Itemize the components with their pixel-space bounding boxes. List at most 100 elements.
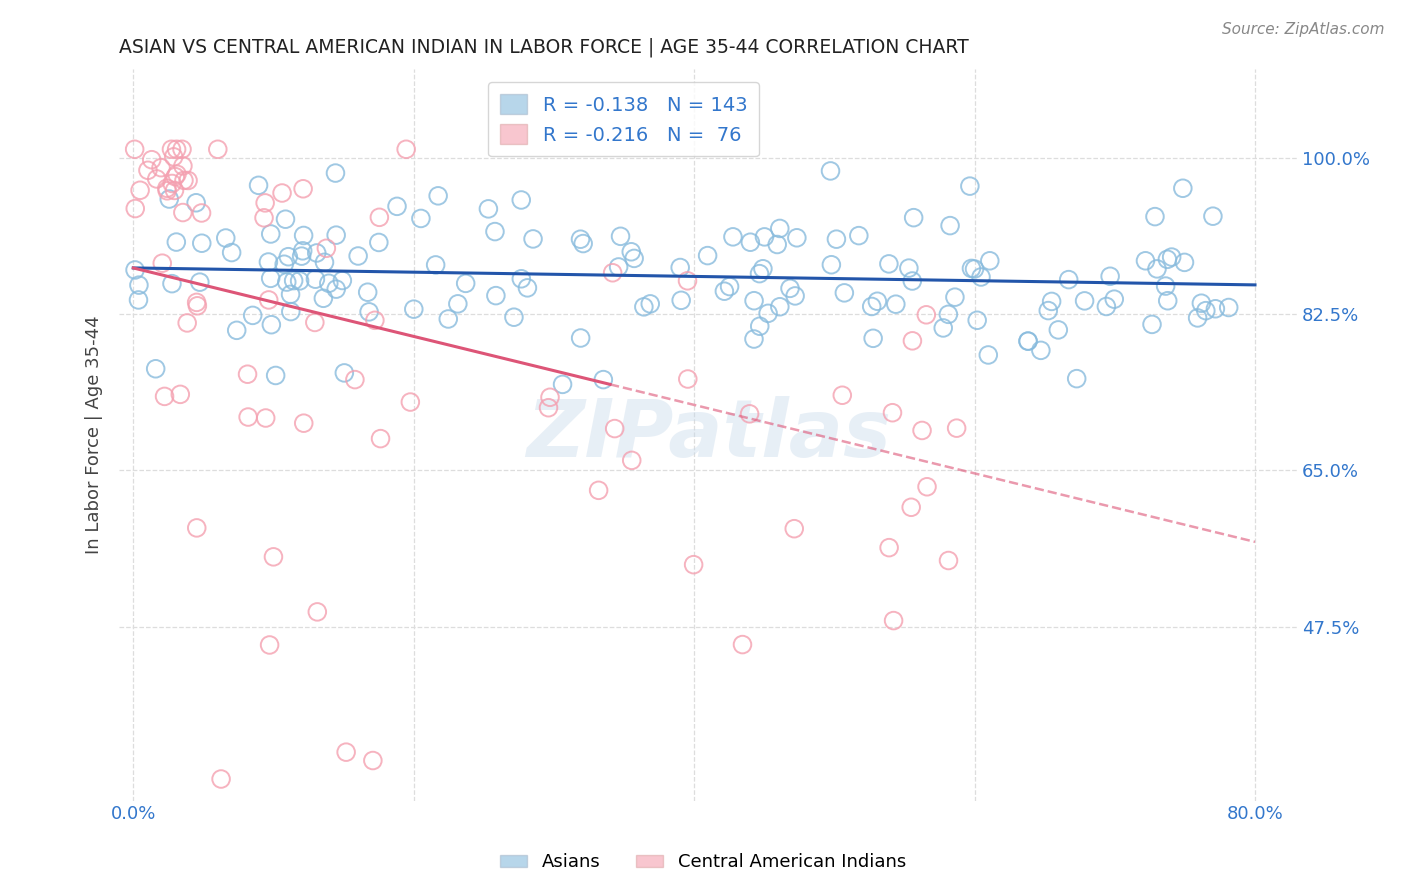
Point bbox=[399, 395, 422, 409]
Point bbox=[742, 332, 765, 346]
Point bbox=[150, 161, 173, 175]
Point bbox=[260, 318, 283, 332]
Point bbox=[262, 549, 284, 564]
Point bbox=[1047, 323, 1070, 337]
Point bbox=[1204, 301, 1226, 316]
Point bbox=[190, 206, 212, 220]
Point bbox=[882, 406, 904, 420]
Point bbox=[292, 416, 315, 430]
Point bbox=[718, 279, 741, 293]
Point bbox=[368, 211, 391, 225]
Point bbox=[153, 389, 176, 403]
Point bbox=[754, 230, 776, 244]
Point bbox=[503, 310, 526, 325]
Point bbox=[156, 184, 179, 198]
Point bbox=[145, 361, 167, 376]
Point bbox=[364, 313, 387, 327]
Point bbox=[883, 614, 905, 628]
Point bbox=[696, 249, 718, 263]
Point bbox=[236, 410, 259, 425]
Point bbox=[253, 211, 276, 225]
Point bbox=[669, 293, 692, 308]
Point bbox=[769, 221, 792, 235]
Point bbox=[938, 553, 960, 567]
Point bbox=[274, 212, 297, 227]
Point bbox=[318, 277, 340, 291]
Point bbox=[623, 252, 645, 266]
Point bbox=[1038, 303, 1060, 318]
Point bbox=[277, 250, 299, 264]
Point bbox=[1135, 253, 1157, 268]
Point bbox=[897, 261, 920, 276]
Point bbox=[592, 373, 614, 387]
Point bbox=[136, 163, 159, 178]
Point bbox=[740, 235, 762, 250]
Point bbox=[427, 189, 450, 203]
Point bbox=[402, 302, 425, 317]
Point bbox=[1157, 293, 1180, 308]
Text: ZIPatlas: ZIPatlas bbox=[526, 396, 890, 474]
Point bbox=[785, 289, 807, 303]
Point bbox=[257, 293, 280, 307]
Point bbox=[848, 228, 870, 243]
Point bbox=[172, 159, 194, 173]
Point bbox=[669, 260, 692, 275]
Point bbox=[172, 205, 194, 219]
Point bbox=[620, 453, 643, 467]
Point bbox=[173, 173, 195, 187]
Point bbox=[884, 297, 907, 311]
Point bbox=[325, 282, 347, 296]
Point bbox=[638, 297, 661, 311]
Point bbox=[169, 387, 191, 401]
Point bbox=[966, 313, 988, 327]
Point bbox=[165, 235, 187, 249]
Point bbox=[911, 424, 934, 438]
Point bbox=[915, 480, 938, 494]
Point bbox=[454, 277, 477, 291]
Point bbox=[721, 230, 744, 244]
Point bbox=[1017, 334, 1039, 348]
Point bbox=[633, 300, 655, 314]
Point bbox=[141, 153, 163, 167]
Point bbox=[292, 228, 315, 243]
Point bbox=[357, 285, 380, 300]
Point bbox=[607, 260, 630, 274]
Point bbox=[820, 258, 842, 272]
Point bbox=[186, 521, 208, 535]
Point bbox=[177, 173, 200, 187]
Point bbox=[124, 142, 146, 156]
Point bbox=[186, 295, 208, 310]
Point bbox=[510, 272, 533, 286]
Point bbox=[225, 323, 247, 337]
Point bbox=[551, 377, 574, 392]
Point bbox=[510, 193, 533, 207]
Point bbox=[676, 274, 699, 288]
Point bbox=[1099, 269, 1122, 284]
Point bbox=[676, 372, 699, 386]
Point bbox=[315, 241, 337, 255]
Point bbox=[124, 202, 146, 216]
Point bbox=[314, 255, 336, 269]
Point bbox=[609, 229, 631, 244]
Point bbox=[1017, 334, 1039, 348]
Point bbox=[437, 312, 460, 326]
Point bbox=[163, 150, 186, 164]
Point bbox=[860, 300, 883, 314]
Point bbox=[191, 236, 214, 251]
Point bbox=[522, 232, 544, 246]
Point bbox=[1040, 294, 1063, 309]
Point bbox=[786, 231, 808, 245]
Point bbox=[157, 192, 180, 206]
Point bbox=[305, 246, 328, 260]
Point bbox=[163, 183, 186, 197]
Point bbox=[588, 483, 610, 498]
Point bbox=[259, 638, 281, 652]
Point bbox=[537, 401, 560, 415]
Point bbox=[1104, 292, 1126, 306]
Point bbox=[276, 275, 298, 289]
Point bbox=[271, 186, 294, 200]
Point bbox=[713, 284, 735, 298]
Point bbox=[1143, 210, 1166, 224]
Point bbox=[903, 211, 925, 225]
Point bbox=[292, 182, 315, 196]
